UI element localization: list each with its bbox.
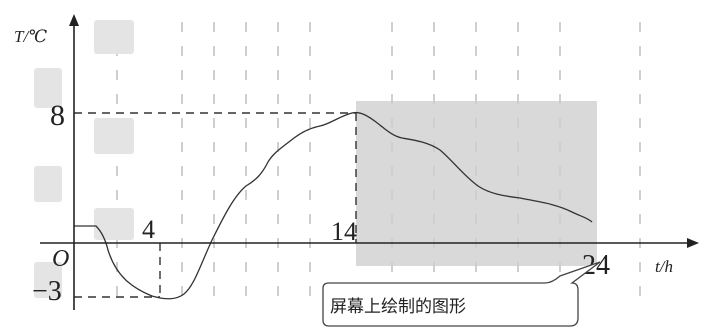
tick-label-neg3: −3 xyxy=(32,276,62,307)
callout-text: 屏幕上绘制的图形 xyxy=(330,297,466,317)
callout-bubble xyxy=(322,261,601,327)
origin-label: O xyxy=(52,246,69,272)
tick-label-4: 4 xyxy=(142,215,155,244)
x-axis-label: t/h xyxy=(655,257,673,276)
guide-lines xyxy=(74,112,357,298)
tick-label-14: 14 xyxy=(331,217,357,246)
axes xyxy=(40,14,699,310)
watermark-seals xyxy=(34,20,134,298)
y-axis-label: T/℃ xyxy=(14,27,47,46)
temperature-curve xyxy=(74,111,593,300)
tick-label-8: 8 xyxy=(50,99,65,132)
